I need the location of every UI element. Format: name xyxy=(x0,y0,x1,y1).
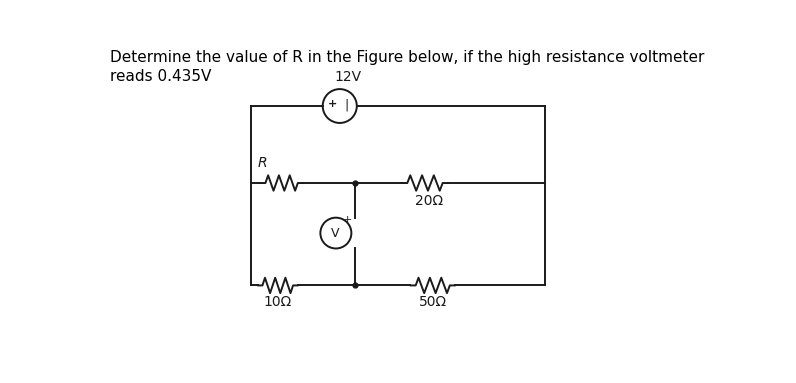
Text: +: + xyxy=(328,100,338,110)
Text: Determine the value of R in the Figure below, if the high resistance voltmeter: Determine the value of R in the Figure b… xyxy=(110,50,704,65)
Text: V: V xyxy=(331,227,339,240)
Text: 10Ω: 10Ω xyxy=(263,295,292,309)
Text: 20Ω: 20Ω xyxy=(415,194,443,208)
Text: 50Ω: 50Ω xyxy=(419,295,447,309)
Text: R: R xyxy=(258,156,267,170)
Text: +: + xyxy=(343,216,352,226)
Text: |: | xyxy=(344,99,349,112)
Text: 12V: 12V xyxy=(334,70,361,85)
Text: reads 0.435V: reads 0.435V xyxy=(110,69,211,84)
